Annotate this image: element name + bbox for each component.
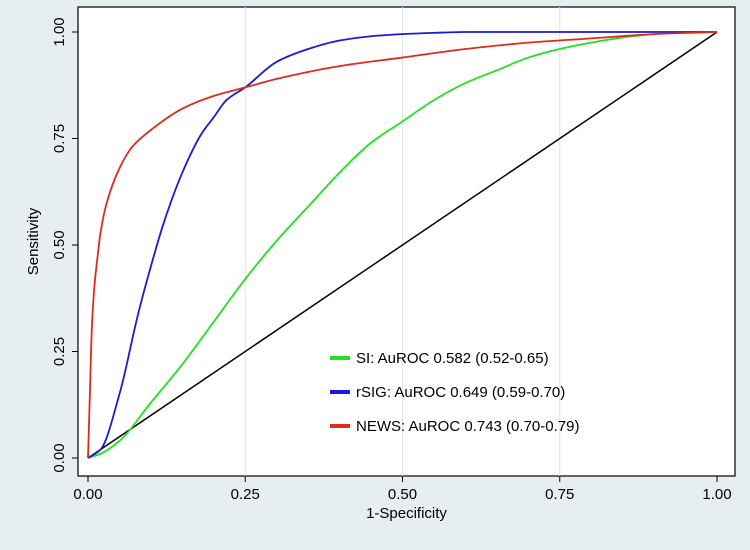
series-line-news xyxy=(87,31,718,459)
legend-label-news: NEWS: AuROC 0.743 (0.70-0.79) xyxy=(356,418,579,435)
y-tick-label: 1.00 xyxy=(51,17,68,46)
legend-label-si: SI: AuROC 0.582 (0.52-0.65) xyxy=(356,350,549,367)
legend-label-rsig: rSIG: AuROC 0.649 (0.59-0.70) xyxy=(356,384,565,401)
x-tick-label: 0.00 xyxy=(73,486,102,503)
reference-line xyxy=(87,31,718,459)
y-tick-label: 0.50 xyxy=(51,230,68,259)
series-line-rsig xyxy=(87,31,717,459)
y-tick-label: 0.25 xyxy=(51,337,68,366)
y-tick-label: 0.00 xyxy=(51,443,68,472)
y-tick-label: 0.75 xyxy=(51,124,68,153)
series-line-si xyxy=(87,31,718,459)
x-axis-title: 1-Specificity xyxy=(366,505,447,522)
x-tick-label: 0.25 xyxy=(231,486,260,503)
x-tick-label: 1.00 xyxy=(702,486,731,503)
y-axis-title: Sensitivity xyxy=(25,207,42,275)
x-tick-label: 0.75 xyxy=(545,486,574,503)
x-tick-label: 0.50 xyxy=(388,486,417,503)
